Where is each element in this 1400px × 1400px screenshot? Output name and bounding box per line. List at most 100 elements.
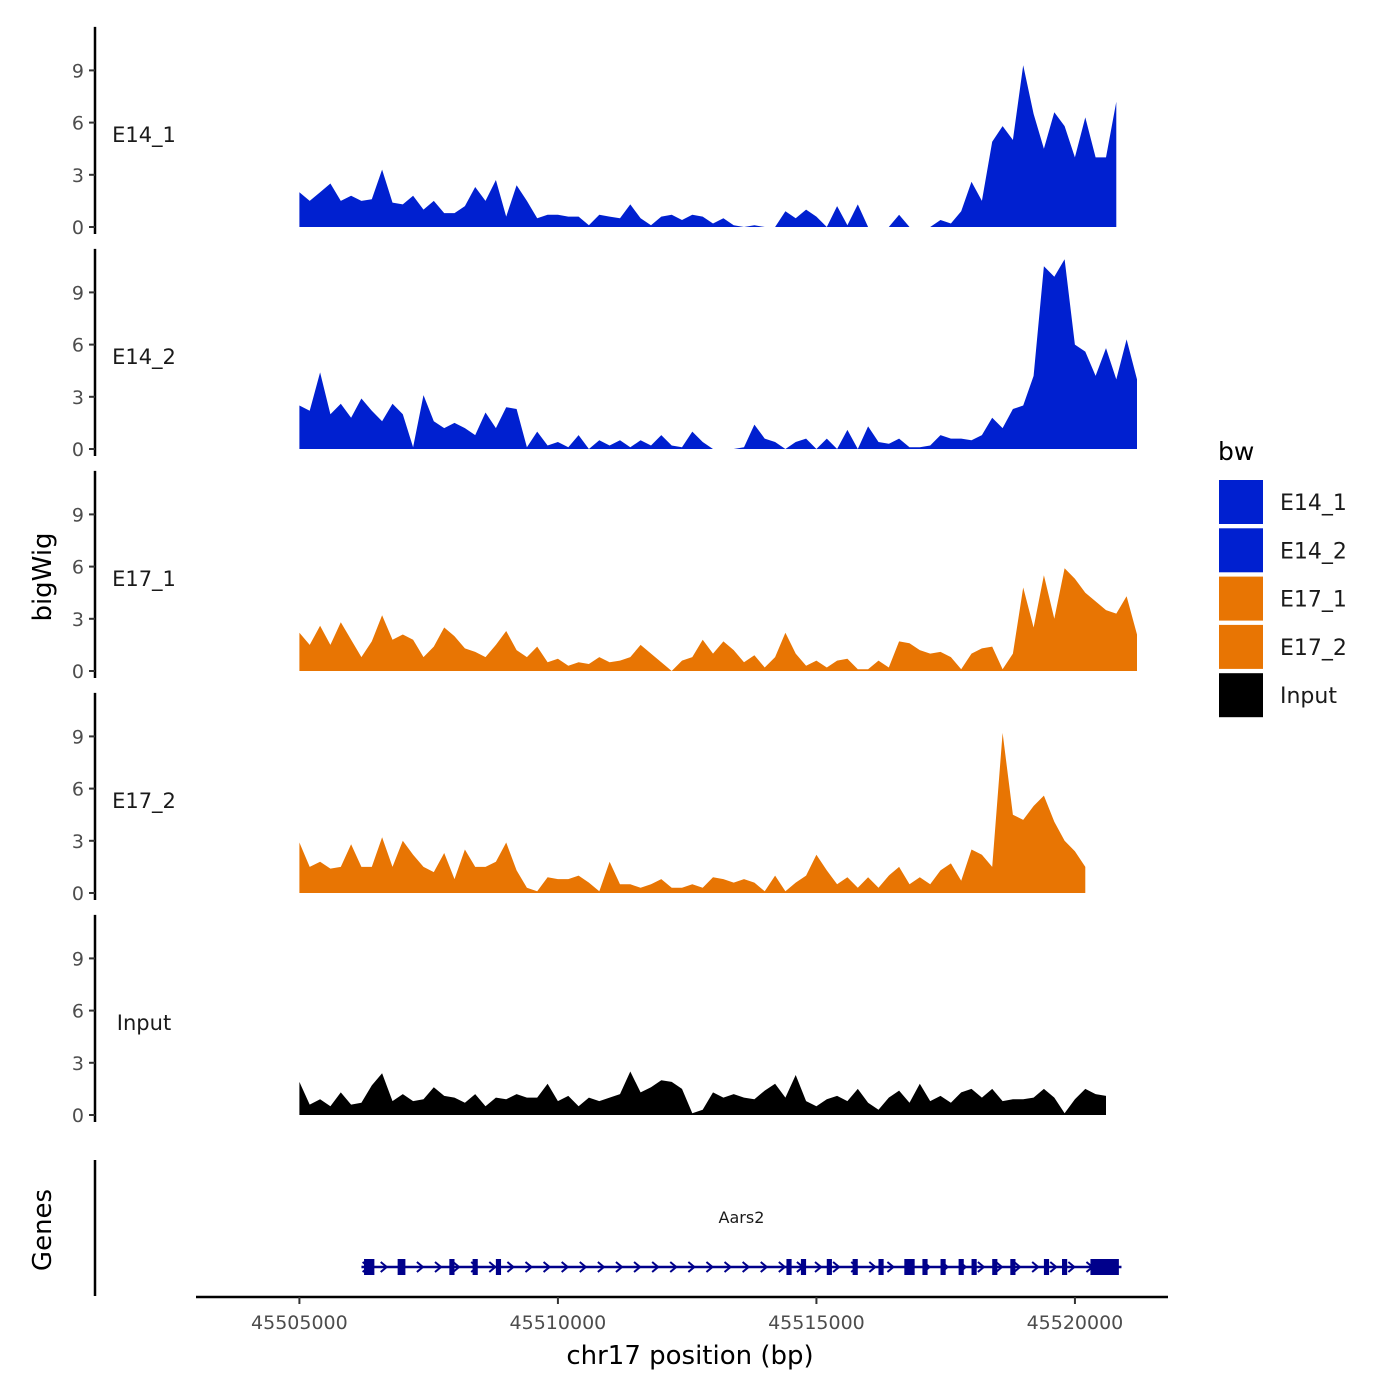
y-tick-label: 0 [72,217,84,239]
y-tick-label: 6 [72,113,84,135]
strand-arrow [669,1261,678,1273]
y-tick-label: 6 [72,557,84,579]
strand-arrow [977,1261,986,1273]
x-tick-label: 45510000 [510,1312,607,1334]
x-axis-title: chr17 position (bp) [566,1341,813,1371]
exon [852,1259,858,1275]
strand-arrow [1067,1261,1076,1273]
strand-arrow [814,1261,823,1273]
exon [1062,1259,1068,1275]
strand-arrow [1013,1261,1022,1273]
exon [397,1259,406,1275]
strand-arrow [380,1261,389,1273]
exon [472,1259,478,1275]
bigwig-tracks: 0 3 6 9 E14_1 0 3 6 9 E14_2 0 3 6 9 E17_1 0 3 6 9 E17_2 0 3 6 9… [72,26,1137,1127]
y-tick-label: 3 [72,831,84,853]
strand-arrow [416,1261,425,1273]
strand-arrow [506,1261,515,1273]
exon [922,1259,928,1275]
strand-arrow [760,1261,769,1273]
legend-item-e14-2: E14_2 [1219,528,1347,573]
strand-arrow [741,1261,751,1273]
y-tick-label: 0 [72,439,84,461]
y-tick-label: 9 [72,282,84,304]
strand-arrow [886,1261,895,1273]
track-e17-1: 0 3 6 9 E17_1 [72,470,1137,683]
exon [958,1259,964,1275]
y-tick-label: 6 [72,335,84,357]
legend-item-e14-1: E14_1 [1219,480,1347,524]
exon [364,1259,375,1275]
strand-arrow [868,1261,877,1273]
strand-arrow [633,1261,642,1273]
legend-label: E14_2 [1280,539,1347,564]
strand-arrow [723,1261,733,1273]
x-tick-label: 45505000 [251,1312,348,1334]
signal-area [299,65,1117,227]
strand-arrow [995,1261,1004,1273]
legend-swatch [1219,528,1263,573]
exon [786,1259,792,1275]
legend-item-e17-1: E17_1 [1219,576,1347,621]
track-e14-2: 0 3 6 9 E14_2 [72,248,1137,461]
legend-label: E14_1 [1280,491,1347,516]
strand-arrow [1031,1261,1040,1273]
x-tick-label: 45520000 [1027,1312,1124,1334]
exon [1043,1259,1050,1275]
strand-arrow [579,1261,588,1273]
y-tick-label: 0 [72,661,84,683]
signal-area [299,568,1137,671]
exon [495,1259,502,1275]
strand-arrow [687,1261,696,1273]
signal-area [299,259,1137,449]
track-e14-1: 0 3 6 9 E14_1 [72,26,1117,239]
exon [904,1259,915,1275]
strand-arrow [524,1261,534,1273]
legend-swatch [1219,673,1263,718]
exon [971,1259,977,1275]
x-tick-label: 45515000 [768,1312,865,1334]
y-axis-title: bigWig [28,532,58,621]
strand-arrow [597,1261,606,1273]
track-label: E17_2 [112,789,176,814]
strand-arrow [832,1261,841,1273]
y-tick-label: 9 [72,60,84,82]
strand-arrow [561,1261,570,1273]
strand-arrow [615,1261,624,1273]
y-tick-label: 9 [72,726,84,748]
y-tick-label: 3 [72,609,84,631]
track-label: E14_2 [112,345,176,370]
y-tick-label: 0 [72,1105,84,1127]
exon [1010,1259,1016,1275]
exon [878,1259,884,1275]
signal-area [299,1071,1106,1115]
strand-arrow [1049,1261,1058,1273]
genes-panel: Genes Aars2 [28,1160,1122,1296]
exon [449,1259,455,1275]
track-label: E17_1 [112,567,176,592]
signal-area [299,732,1086,893]
legend-label: E17_1 [1280,588,1347,613]
strand-arrow [778,1261,787,1273]
legend-label: E17_2 [1280,636,1347,661]
track-input: 0 3 6 9 Input [72,914,1106,1127]
x-axis: 45505000 45510000 45515000 45520000 [196,1295,1168,1334]
y-tick-label: 3 [72,1053,84,1075]
track-label: Input [117,1011,171,1035]
exon [940,1259,946,1275]
strand-arrow [452,1261,461,1273]
legend-title: bw [1218,437,1254,466]
y-tick-label: 9 [72,948,84,970]
y-tick-label: 3 [72,165,84,187]
track-label: E14_1 [112,123,176,148]
strand-arrow [488,1261,497,1273]
genes-label: Genes [28,1189,58,1271]
y-tick-label: 6 [72,1001,84,1023]
y-tick-label: 9 [72,504,84,526]
legend-item-e17-2: E17_2 [1219,624,1347,669]
track-e17-2: 0 3 6 9 E17_2 [72,692,1086,905]
legend-swatch [1219,624,1263,669]
strand-arrow [542,1261,552,1273]
legend-item-input: Input [1219,673,1337,718]
